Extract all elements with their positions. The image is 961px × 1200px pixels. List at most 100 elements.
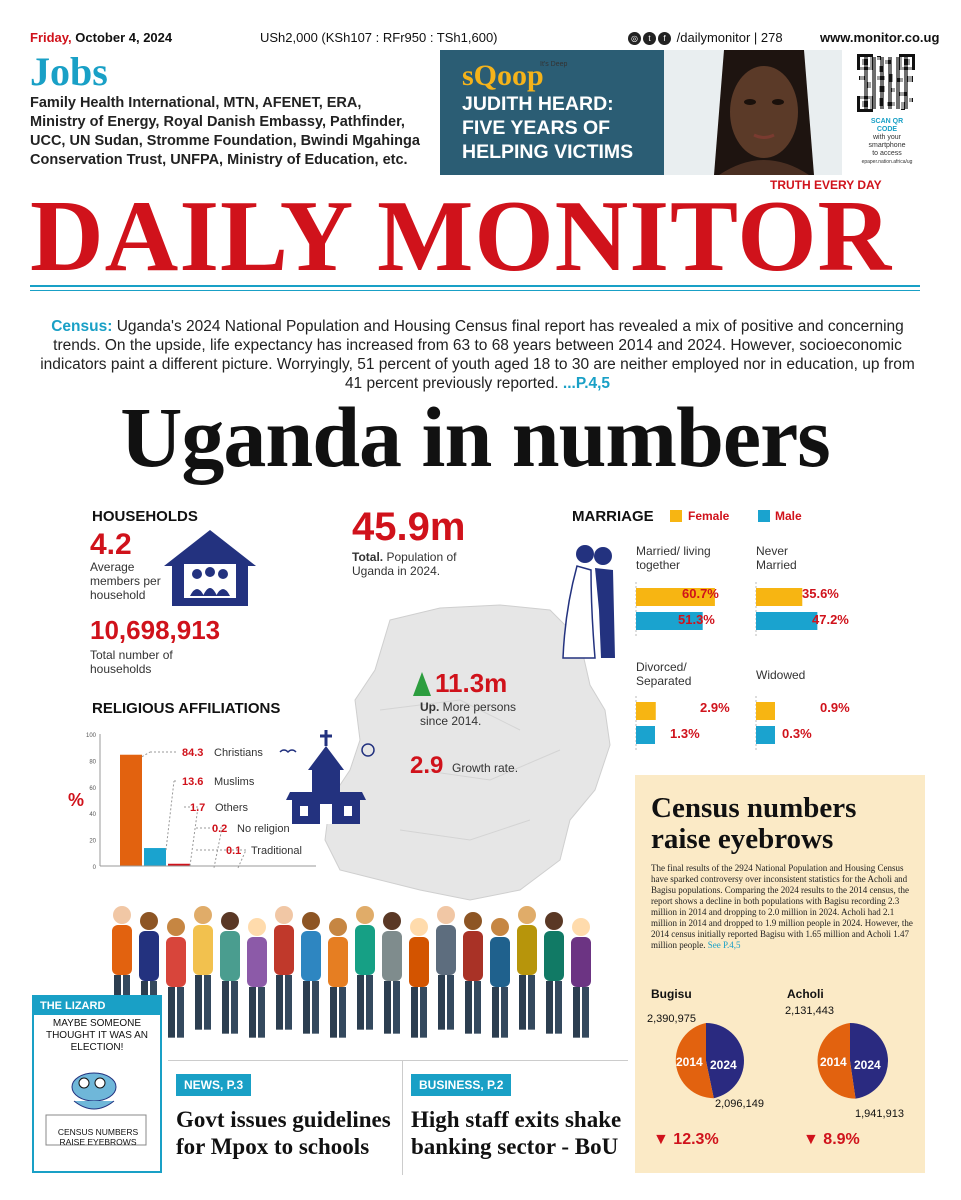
person-leg (546, 981, 553, 1034)
religion-y-tick: 80 (89, 759, 96, 765)
religion-y-tick: 0 (93, 865, 97, 871)
website-link[interactable]: www.monitor.co.ug (820, 30, 940, 45)
religion-chart: 0 20 40 60 80 100 84.3 Christians 13.6 Muslims 1.7… (86, 733, 316, 871)
person-head (329, 918, 347, 936)
intro-body: Uganda's 2024 National Population and Ho… (40, 318, 915, 392)
census-story-box[interactable]: Census numbers raise eyebrows The final … (635, 775, 925, 1173)
religion-y-tick: 20 (89, 839, 96, 845)
teaser-news[interactable]: NEWS, P.3 Govt issues guidelines for Mpo… (168, 1060, 404, 1175)
person-leg (465, 981, 472, 1034)
religion-leader-line (165, 780, 175, 851)
sqoop-logo: sQoop (462, 59, 544, 92)
person-shirt (247, 937, 267, 987)
pie-slice-2014 (817, 1023, 856, 1099)
population-increase-value: 11.3m (435, 668, 508, 698)
religion-title: RELIGIOUS AFFILIATIONS (92, 700, 281, 717)
person-shirt (490, 937, 510, 987)
marriage-bar-male (636, 612, 703, 630)
top-bar: Friday, October 4, 2024 USh2,000 (KSh107… (30, 28, 939, 50)
crowd-illustration (112, 906, 591, 1038)
intro-page-ref[interactable]: ...P.4,5 (558, 375, 611, 392)
person-leg (276, 975, 283, 1030)
religion-category-label: No religion (237, 823, 290, 835)
person-shirt (328, 937, 348, 987)
qr-code[interactable] (855, 52, 917, 114)
religion-bar (120, 754, 142, 866)
down-triangle-icon: ▼ (803, 1131, 819, 1148)
marriage-cat-label: Widowed (756, 668, 866, 682)
lizard-illustration (45, 1072, 147, 1146)
religion-y-tick: 100 (86, 733, 97, 739)
person-leg (447, 975, 454, 1030)
person-leg (501, 987, 508, 1038)
religion-value-label: 1.7 (190, 802, 205, 814)
person-shirt (220, 931, 240, 981)
acholi-change-value: 8.9% (823, 1131, 860, 1148)
person-leg (357, 975, 364, 1030)
census-page-ref[interactable]: See P.4,5 (707, 940, 741, 950)
person-leg (366, 975, 373, 1030)
cat-label-1: Divorced/ (636, 660, 687, 674)
qr-caption-line: to access (872, 150, 902, 157)
person-leg (258, 987, 265, 1038)
promo-line-1: JUDITH HEARD: (462, 93, 614, 115)
person-leg (195, 975, 202, 1030)
person-shirt (463, 931, 483, 981)
person-shirt (139, 931, 159, 981)
religion-unit: % (68, 790, 85, 810)
person-leg (420, 987, 427, 1038)
pie-label-2014: 2014 (676, 1055, 703, 1069)
person-leg (528, 975, 535, 1030)
religion-leader-line (213, 827, 223, 868)
person-leg (303, 981, 310, 1034)
church-icon (279, 730, 375, 824)
person-shirt (355, 925, 375, 975)
person-head (221, 912, 239, 930)
jobs-box[interactable]: Jobs Family Health International, MTN, A… (30, 50, 430, 175)
teaser-business[interactable]: BUSINESS, P.2 High staff exits shake ban… (402, 1060, 628, 1175)
person-leg (555, 981, 562, 1034)
down-triangle-icon: ▼ (653, 1131, 669, 1148)
marriage-bars (635, 582, 818, 752)
teaser-business-title[interactable]: High staff exits shake banking sector - … (411, 1107, 622, 1159)
religion-bar (168, 863, 190, 866)
pie-slice-2024 (850, 1023, 888, 1099)
person-head (383, 912, 401, 930)
masthead-tagline: TRUTH EVERY DAY (770, 178, 882, 192)
issue-date: Friday, October 4, 2024 (30, 30, 172, 45)
person-leg (177, 987, 184, 1038)
acholi-2024-value: 1,941,913 (855, 1108, 904, 1120)
person-shirt (409, 937, 429, 987)
teaser-news-tag: NEWS, P.3 (176, 1074, 252, 1096)
issue-date-text: October 4, 2024 (75, 30, 173, 45)
social-handles[interactable]: ◎ t f /dailymonitor | 278 (628, 30, 783, 46)
person-head (545, 912, 563, 930)
marriage-value-label: 0.9% (820, 700, 850, 715)
person-head (437, 906, 455, 924)
person-leg (411, 987, 418, 1038)
marriage-cat-label: Married/ living together (636, 544, 746, 572)
person-leg (168, 987, 175, 1038)
marriage-bar-female (636, 702, 656, 720)
pie-label-2014: 2014 (820, 1055, 847, 1069)
marriage-value-label: 2.9% (700, 700, 730, 715)
bugisu-change: ▼ 12.3% (653, 1131, 719, 1149)
twitter-icon[interactable]: t (643, 32, 656, 46)
lizard-quote: MAYBE SOMEONE THOUGHT IT WAS AN ELECTION… (45, 1018, 149, 1053)
bugisu-2014-value: 2,390,975 (647, 1013, 696, 1025)
religion-category-label: Traditional (251, 845, 302, 857)
person-leg (222, 981, 229, 1034)
instagram-icon[interactable]: ◎ (628, 32, 641, 46)
person-shirt (193, 925, 213, 975)
person-head (572, 918, 590, 936)
sqoop-promo[interactable]: It's Deep sQoop JUDITH HEARD: FIVE YEARS… (440, 50, 664, 175)
facebook-icon[interactable]: f (658, 32, 671, 46)
lizard-cartoon[interactable]: THE LIZARD MAYBE SOMEONE THOUGHT IT WAS … (32, 995, 162, 1173)
religion-category-label: Christians (214, 747, 263, 759)
promo-line-3: HELPING VICTIMS (462, 141, 634, 163)
issue-day: Friday, (30, 30, 72, 45)
person-shirt (517, 925, 537, 975)
masthead-rule (30, 285, 920, 287)
qr-caption-url[interactable]: epaper.nation.africa/ug (861, 159, 913, 165)
teaser-news-title[interactable]: Govt issues guidelines for Mpox to schoo… (176, 1107, 391, 1159)
